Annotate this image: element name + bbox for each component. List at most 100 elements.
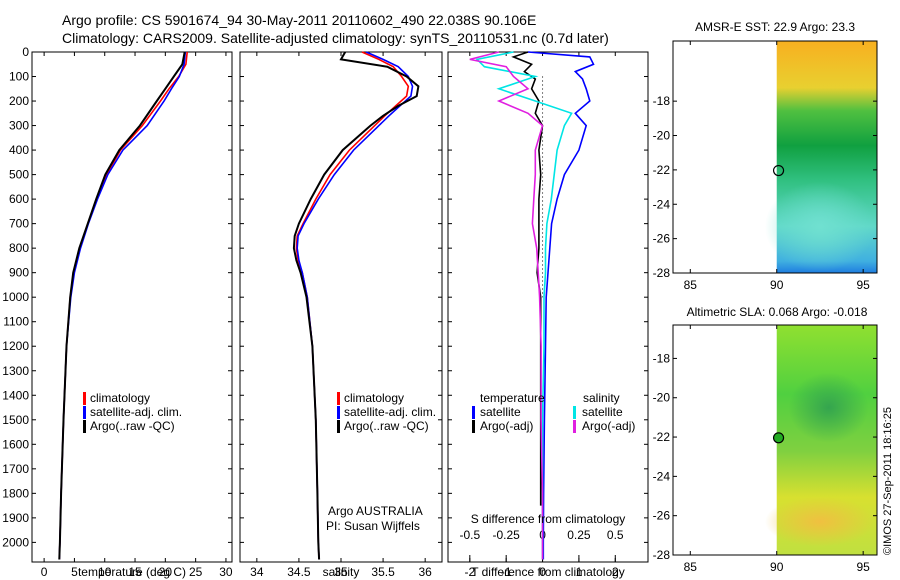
x-tick-label: 2: [612, 565, 619, 579]
legend-swatch-sal-satellite: [573, 406, 576, 419]
x-tick-label: 0: [539, 565, 546, 579]
sla-field: [764, 325, 877, 555]
x-tick-label: -2: [464, 565, 475, 579]
depth-tick-label: 200: [9, 94, 29, 108]
lon-tick-label: 90: [770, 278, 784, 292]
series-line: [527, 51, 595, 560]
depth-tick-label: 1500: [2, 413, 29, 427]
series-line: [475, 51, 573, 560]
sla-map-title: Altimetric SLA: 0.068 Argo: -0.018: [687, 305, 868, 319]
argo-float-marker: [772, 432, 785, 444]
legend-label-climatology: climatology: [90, 391, 150, 405]
lat-tick-label: -18: [653, 351, 671, 365]
legend-swatch-argo: [83, 420, 86, 433]
depth-tick-label: 400: [9, 143, 29, 157]
legend-swatch-satellite: [83, 406, 86, 419]
lat-tick-label: -28: [653, 266, 671, 280]
depth-tick-label: 1600: [2, 437, 29, 451]
depth-tick-label: 100: [9, 70, 29, 84]
temperature-difference-xlabel: T difference from climatology: [471, 565, 625, 579]
x-tick-label: 34.5: [287, 565, 311, 579]
lon-tick-label: 90: [770, 560, 784, 574]
depth-tick-label: 1800: [2, 486, 29, 500]
argo-institution-annotation: Argo AUSTRALIA: [328, 504, 423, 518]
lat-tick-label: -28: [653, 548, 671, 562]
x-tick-label: 5: [71, 565, 78, 579]
legend-label-argo: Argo(..raw -QC): [90, 419, 175, 433]
depth-tick-label: 1200: [2, 339, 29, 353]
x-tick-label: 36: [418, 565, 432, 579]
lat-tick-label: -22: [653, 163, 671, 177]
depth-tick-label: 1300: [2, 364, 29, 378]
lat-tick-label: -26: [653, 232, 671, 246]
depth-tick-label: 700: [9, 217, 29, 231]
series-line: [58, 51, 186, 560]
series-line: [292, 51, 420, 560]
salinity-plot-frame: [239, 51, 443, 563]
legend-swatch-temp-satellite: [472, 406, 475, 419]
legend-swatch-temp-argo: [472, 420, 475, 433]
legend-label-temp-argo: Argo(-adj): [480, 419, 533, 433]
legend-label-temp-satellite: satellite: [480, 405, 521, 419]
principal-investigator-annotation: PI: Susan Wijffels: [326, 519, 420, 533]
x-tick-label: 35.5: [371, 565, 395, 579]
temperature-legend: climatology satellite-adj. clim. Argo(..…: [83, 391, 182, 433]
s-tick-label: 0.5: [607, 528, 624, 542]
x-tick-label: 20: [159, 565, 173, 579]
legend-label-sal-argo: Argo(-adj): [582, 419, 635, 433]
lat-tick-label: -26: [653, 509, 671, 523]
salinity-legend: climatology satellite-adj. clim. Argo(..…: [337, 391, 436, 433]
depth-tick-label: 600: [9, 192, 29, 206]
lat-tick-label: -18: [653, 94, 671, 108]
difference-plot-frame: [447, 51, 649, 563]
legend-title-temperature: temperature: [480, 391, 545, 405]
legend-label-argo: Argo(..raw -QC): [344, 419, 429, 433]
x-tick-label: 15: [128, 565, 142, 579]
temperature-xlabel: temperature (deg C): [78, 565, 186, 579]
figure-title-line1: Argo profile: CS 5901674_94 30-May-2011 …: [62, 12, 537, 28]
x-tick-label: 10: [98, 565, 112, 579]
legend-label-climatology: climatology: [344, 391, 404, 405]
argo-float-marker: [772, 164, 785, 177]
legend-swatch-climatology: [337, 392, 340, 405]
figure-title-line2: Climatology: CARS2009. Satellite-adjuste…: [62, 30, 609, 46]
sla-high-patch: [764, 496, 875, 547]
depth-tick-label: 1000: [2, 290, 29, 304]
sst-cool-patch: [764, 181, 875, 272]
x-tick-label: -1: [501, 565, 512, 579]
lon-tick-label: 85: [684, 278, 698, 292]
lat-tick-label: -20: [653, 129, 671, 143]
legend-label-satellite: satellite-adj. clim.: [344, 405, 436, 419]
depth-tick-label: 1400: [2, 388, 29, 402]
depth-tick-label: 1900: [2, 511, 29, 525]
legend-swatch-sal-argo: [573, 420, 576, 433]
lat-tick-label: -24: [653, 469, 671, 483]
lat-tick-label: -20: [653, 391, 671, 405]
x-tick-label: 25: [189, 565, 203, 579]
x-tick-label: 1: [576, 565, 583, 579]
legend-swatch-satellite: [337, 406, 340, 419]
depth-tick-label: 300: [9, 119, 29, 133]
depth-tick-label: 900: [9, 266, 29, 280]
sla-low-patch: [788, 372, 869, 443]
lon-tick-label: 85: [684, 560, 698, 574]
s-tick-label: -0.5: [459, 528, 480, 542]
legend-swatch-argo: [337, 420, 340, 433]
sst-map-title: AMSR-E SST: 22.9 Argo: 23.3: [695, 20, 855, 34]
depth-tick-label: 800: [9, 241, 29, 255]
depth-tick-label: 0: [22, 45, 29, 59]
s-tick-label: 0.25: [567, 528, 591, 542]
legend-swatch-climatology: [83, 392, 86, 405]
salinity-xlabel: salinity: [323, 565, 360, 579]
x-tick-label: 34: [250, 565, 264, 579]
x-tick-label: 30: [219, 565, 233, 579]
x-tick-label: 0: [41, 565, 48, 579]
depth-tick-label: 2000: [2, 535, 29, 549]
lat-tick-label: -22: [653, 430, 671, 444]
s-tick-label: -0.25: [493, 528, 521, 542]
difference-legend: temperature salinity satellite Argo(-adj…: [472, 391, 635, 433]
legend-title-salinity: salinity: [583, 391, 620, 405]
sst-field: [764, 41, 877, 273]
lat-tick-label: -24: [653, 197, 671, 211]
